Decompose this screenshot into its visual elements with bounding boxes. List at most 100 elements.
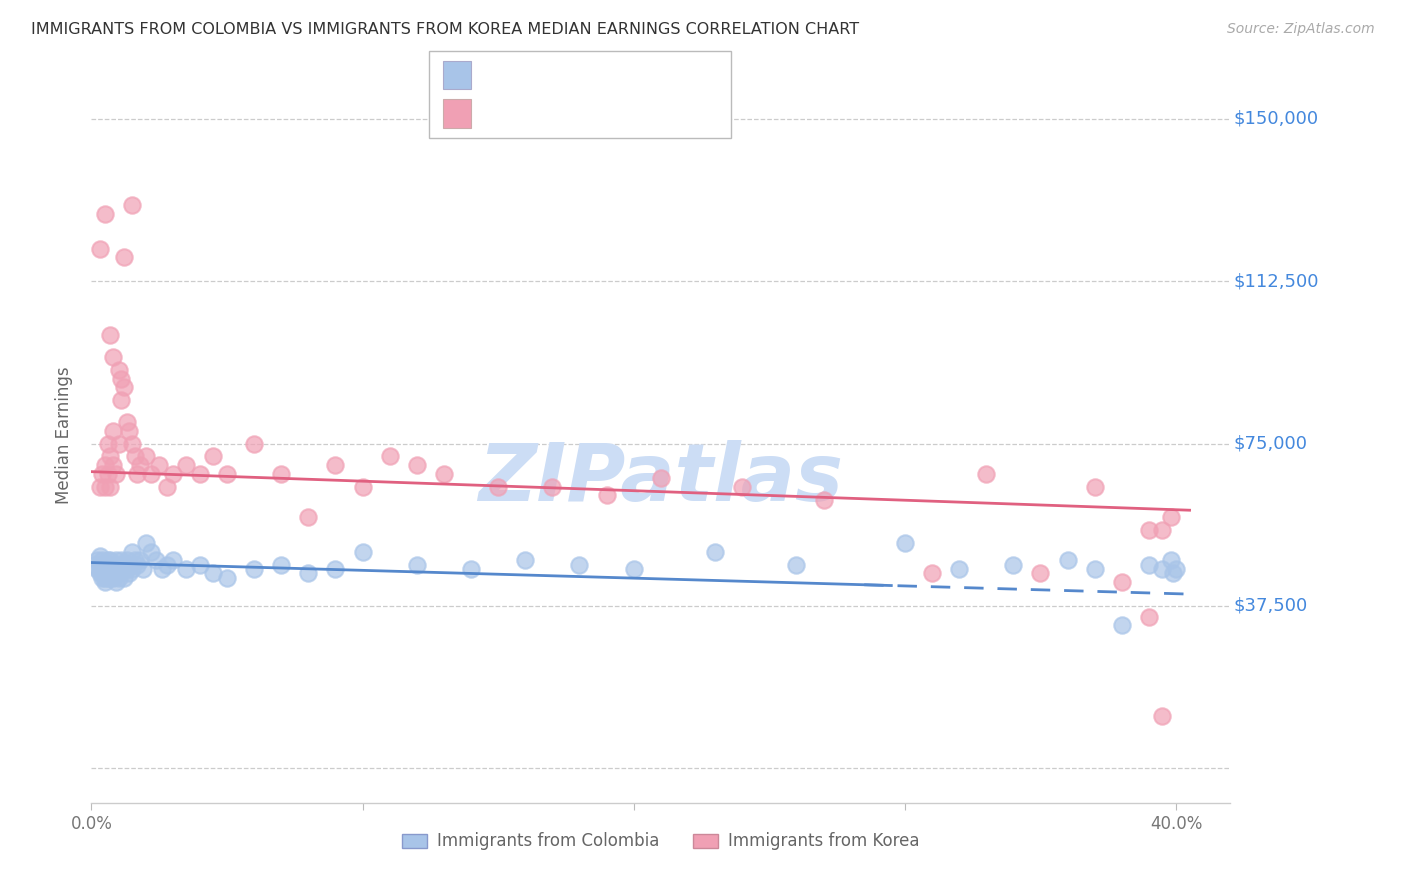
Text: R =: R = [481, 104, 520, 122]
Point [174, 458, 197, 472]
Point [595, 488, 617, 502]
Text: $150,000: $150,000 [1233, 110, 1319, 128]
Point [121, 562, 143, 576]
Point [1164, 562, 1187, 576]
Point [121, 198, 143, 212]
Point [101, 558, 124, 572]
Point [156, 558, 179, 572]
Point [188, 558, 211, 572]
Point [94, 558, 117, 572]
Point [1029, 566, 1052, 581]
Text: N =: N = [572, 104, 630, 122]
Point [107, 566, 129, 581]
Point [948, 562, 970, 576]
Point [110, 371, 132, 385]
Point [112, 251, 135, 265]
Point [98, 562, 121, 576]
Point [110, 562, 132, 576]
Point [1056, 553, 1078, 567]
Point [101, 566, 124, 581]
Point [921, 566, 943, 581]
Point [97, 562, 120, 576]
Point [118, 558, 141, 572]
Point [162, 467, 184, 481]
Point [89, 242, 111, 256]
Point [110, 393, 132, 408]
Point [127, 467, 149, 481]
Point [89, 549, 111, 563]
Point [91, 566, 114, 581]
Text: Source: ZipAtlas.com: Source: ZipAtlas.com [1227, 22, 1375, 37]
Point [112, 380, 135, 394]
Point [124, 553, 146, 567]
Point [1137, 523, 1160, 537]
Point [139, 467, 162, 481]
Point [94, 571, 117, 585]
Point [135, 536, 157, 550]
Point [104, 562, 127, 576]
Point [1002, 558, 1025, 572]
Point [156, 480, 179, 494]
Point [101, 424, 124, 438]
Point [405, 558, 427, 572]
Point [104, 553, 127, 567]
Point [731, 480, 754, 494]
Point [433, 467, 456, 481]
Point [115, 415, 138, 429]
Point [1160, 510, 1182, 524]
Point [98, 480, 121, 494]
Text: -0.146: -0.146 [512, 104, 569, 122]
Point [325, 562, 347, 576]
Point [1152, 709, 1174, 723]
Point [270, 558, 292, 572]
Point [86, 562, 108, 576]
Point [785, 558, 807, 572]
Point [89, 480, 111, 494]
Point [129, 553, 152, 567]
Point [352, 480, 374, 494]
Text: ZIPatlas: ZIPatlas [478, 440, 844, 518]
Point [91, 553, 114, 567]
Point [243, 562, 266, 576]
Point [1152, 562, 1174, 576]
Point [101, 571, 124, 585]
Point [132, 562, 155, 576]
Text: $75,000: $75,000 [1233, 434, 1308, 452]
Text: R =: R = [481, 66, 520, 84]
Point [97, 571, 120, 585]
Point [97, 566, 120, 581]
Point [1084, 480, 1107, 494]
Text: 78: 78 [631, 66, 654, 84]
Point [98, 553, 121, 567]
Point [94, 458, 117, 472]
Point [115, 553, 138, 567]
Point [118, 424, 141, 438]
Point [541, 480, 564, 494]
Point [94, 562, 117, 576]
Point [89, 566, 111, 581]
Point [94, 480, 117, 494]
Text: N =: N = [572, 66, 630, 84]
Point [98, 571, 121, 585]
Point [1111, 618, 1133, 632]
Point [107, 363, 129, 377]
Point [813, 492, 835, 507]
Point [97, 467, 120, 481]
Text: IMMIGRANTS FROM COLOMBIA VS IMMIGRANTS FROM KOREA MEDIAN EARNINGS CORRELATION CH: IMMIGRANTS FROM COLOMBIA VS IMMIGRANTS F… [31, 22, 859, 37]
Point [215, 467, 238, 481]
Point [107, 436, 129, 450]
Point [297, 566, 319, 581]
Point [97, 553, 120, 567]
Point [623, 562, 645, 576]
Point [515, 553, 537, 567]
Point [215, 571, 238, 585]
Point [97, 436, 120, 450]
Point [101, 350, 124, 364]
Point [110, 553, 132, 567]
Point [704, 545, 727, 559]
Point [121, 545, 143, 559]
Point [1137, 609, 1160, 624]
Point [107, 558, 129, 572]
Y-axis label: Median Earnings: Median Earnings [55, 366, 73, 504]
Point [135, 450, 157, 464]
